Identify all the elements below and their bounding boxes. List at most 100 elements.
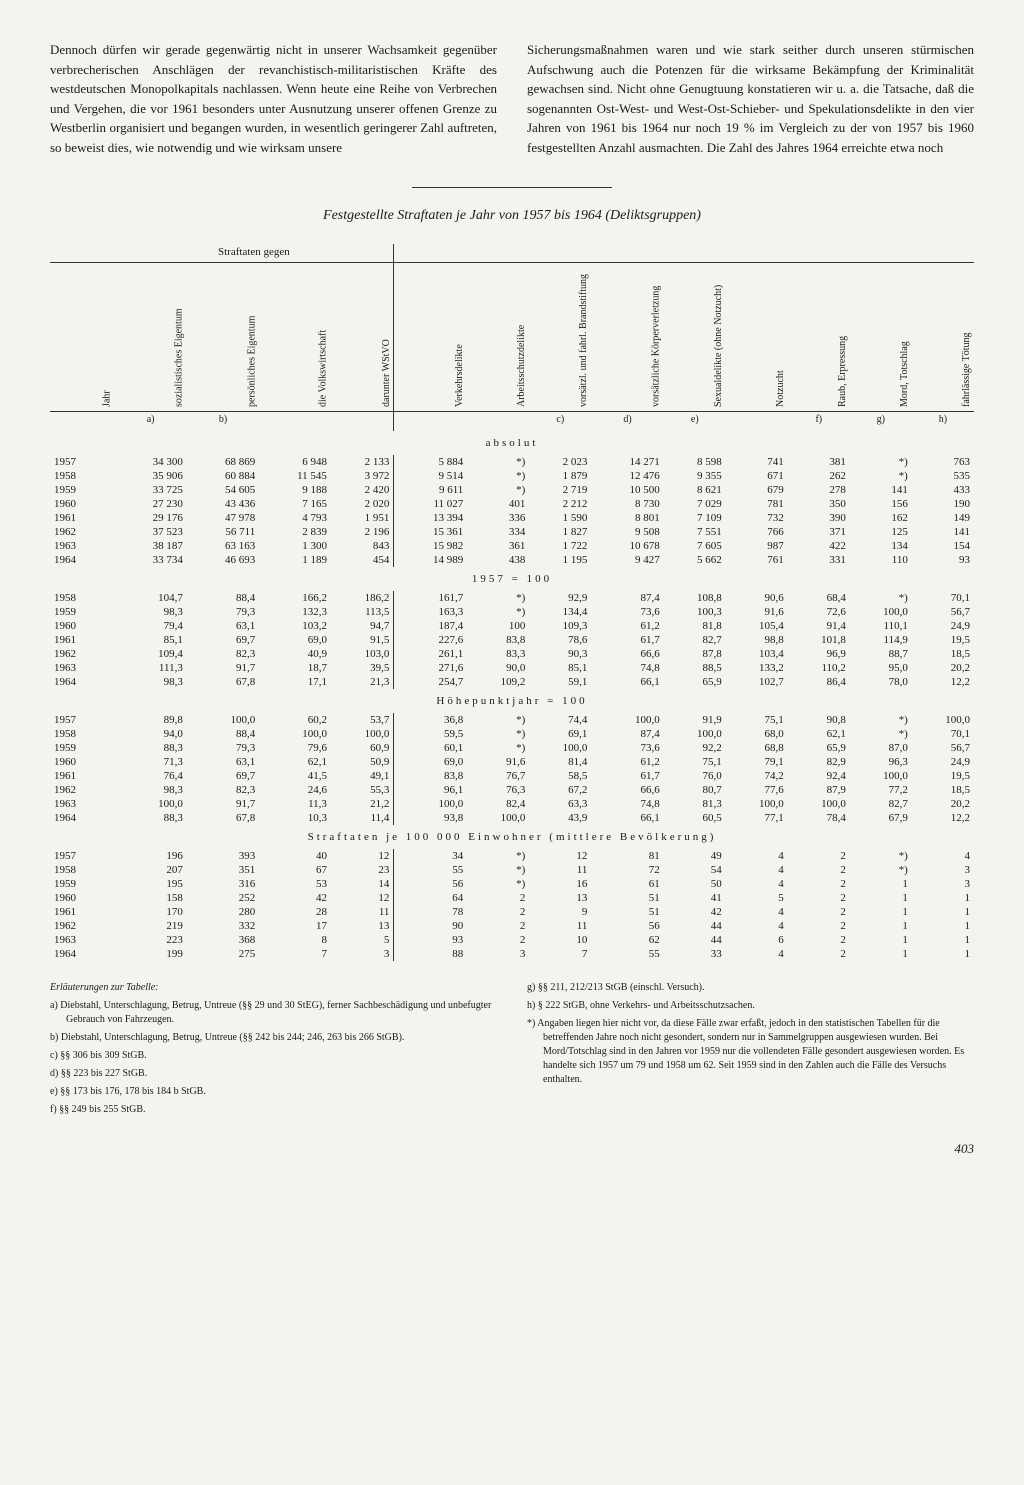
- table-row: 1963223368859321062446211: [50, 933, 974, 947]
- cell: 1960: [50, 619, 114, 633]
- cell: 67: [259, 863, 331, 877]
- cell: 103,0: [331, 647, 394, 661]
- cell: 331: [788, 553, 850, 567]
- table-row: 196488,367,810,311,493,8100,043,966,160,…: [50, 811, 974, 825]
- cell: 69,7: [187, 769, 259, 783]
- cell: 9 611: [394, 483, 467, 497]
- cell: 55: [591, 947, 663, 961]
- cell: 5 662: [664, 553, 726, 567]
- table-row: 196419927573883755334211: [50, 947, 974, 961]
- cell: 73,6: [591, 605, 663, 619]
- cell: 60 884: [187, 469, 259, 483]
- cell: 361: [467, 539, 529, 553]
- cell: 199: [114, 947, 186, 961]
- cell: 76,7: [467, 769, 529, 783]
- cell: 78,4: [788, 811, 850, 825]
- cell: 82,3: [187, 647, 259, 661]
- cell: 1 590: [529, 511, 591, 525]
- cell: 261,1: [394, 647, 467, 661]
- cell: 96,1: [394, 783, 467, 797]
- cell: 47 978: [187, 511, 259, 525]
- section-header: Straftaten je 100 000 Einwohner (mittler…: [50, 825, 974, 849]
- cell: 1961: [50, 633, 114, 647]
- cell: 79,1: [726, 755, 788, 769]
- table-row: 196071,363,162,150,969,091,681,461,275,1…: [50, 755, 974, 769]
- cell: 262: [788, 469, 850, 483]
- cell: 62,1: [259, 755, 331, 769]
- cell: 33 725: [114, 483, 186, 497]
- cell: 61,7: [591, 633, 663, 647]
- data-table: Straftaten gegen Jahr sozialistisches Ei…: [50, 244, 974, 961]
- table-row: 196185,169,769,091,5227,683,878,661,782,…: [50, 633, 974, 647]
- cell: 100,0: [467, 811, 529, 825]
- cell: 1959: [50, 605, 114, 619]
- cell: 65,9: [788, 741, 850, 755]
- cell: 1962: [50, 919, 114, 933]
- cell: 4: [726, 947, 788, 961]
- cell: 766: [726, 525, 788, 539]
- cell: 1: [850, 877, 912, 891]
- cell: 33: [664, 947, 726, 961]
- cell: 98,3: [114, 605, 186, 619]
- cell: 9: [529, 905, 591, 919]
- cell: 96,9: [788, 647, 850, 661]
- cell: 98,8: [726, 633, 788, 647]
- cell: 10 678: [591, 539, 663, 553]
- cell: 9 427: [591, 553, 663, 567]
- cell: 332: [187, 919, 259, 933]
- cell: 1 189: [259, 553, 331, 567]
- cell: 35 906: [114, 469, 186, 483]
- cell: 90,0: [467, 661, 529, 675]
- cell: 39,5: [331, 661, 394, 675]
- section-header: 1957 = 100: [50, 567, 974, 591]
- cell: 72,6: [788, 605, 850, 619]
- cell: 1962: [50, 783, 114, 797]
- cell: 1961: [50, 905, 114, 919]
- cell: 1961: [50, 769, 114, 783]
- col-arbeit: Arbeitsschutzdelikte: [467, 263, 529, 412]
- cell: 390: [788, 511, 850, 525]
- cell: 63 163: [187, 539, 259, 553]
- cell: 381: [788, 455, 850, 469]
- cell: 66,6: [591, 783, 663, 797]
- cell: 1: [912, 919, 974, 933]
- table-row: 195988,379,379,660,960,1*)100,073,692,26…: [50, 741, 974, 755]
- cell: 156: [850, 497, 912, 511]
- cell: 72: [591, 863, 663, 877]
- cell: 1 722: [529, 539, 591, 553]
- cell: 61,7: [591, 769, 663, 783]
- cell: 36,8: [394, 713, 467, 727]
- cell: 69,7: [187, 633, 259, 647]
- cell: 227,6: [394, 633, 467, 647]
- table-row: 195835 90660 88411 5453 9729 514*)1 8791…: [50, 469, 974, 483]
- cell: 60,2: [259, 713, 331, 727]
- col-koerper: vorsätzliche Körperverletzung: [591, 263, 663, 412]
- cell: 2: [788, 905, 850, 919]
- cell: 1: [850, 947, 912, 961]
- cell: *): [467, 591, 529, 605]
- table-row: 195789,8100,060,253,736,8*)74,4100,091,9…: [50, 713, 974, 727]
- cell: 74,8: [591, 661, 663, 675]
- cell: 18,5: [912, 783, 974, 797]
- cell: 454: [331, 553, 394, 567]
- cell: 2: [788, 933, 850, 947]
- cell: 69,0: [259, 633, 331, 647]
- note-item: a) Diebstahl, Unterschlagung, Betrug, Un…: [50, 999, 497, 1027]
- cell: 42: [259, 891, 331, 905]
- cell: 1: [912, 933, 974, 947]
- cell: 781: [726, 497, 788, 511]
- cell: 15 982: [394, 539, 467, 553]
- cell: 7 605: [664, 539, 726, 553]
- cell: 94,0: [114, 727, 186, 741]
- cell: 1: [850, 905, 912, 919]
- cell: 65,9: [664, 675, 726, 689]
- cell: 196: [114, 849, 186, 863]
- cell: 82,4: [467, 797, 529, 811]
- cell: 219: [114, 919, 186, 933]
- cell: 134,4: [529, 605, 591, 619]
- cell: 433: [912, 483, 974, 497]
- cell: 46 693: [187, 553, 259, 567]
- cell: 49: [664, 849, 726, 863]
- cell: 12: [529, 849, 591, 863]
- cell: 438: [467, 553, 529, 567]
